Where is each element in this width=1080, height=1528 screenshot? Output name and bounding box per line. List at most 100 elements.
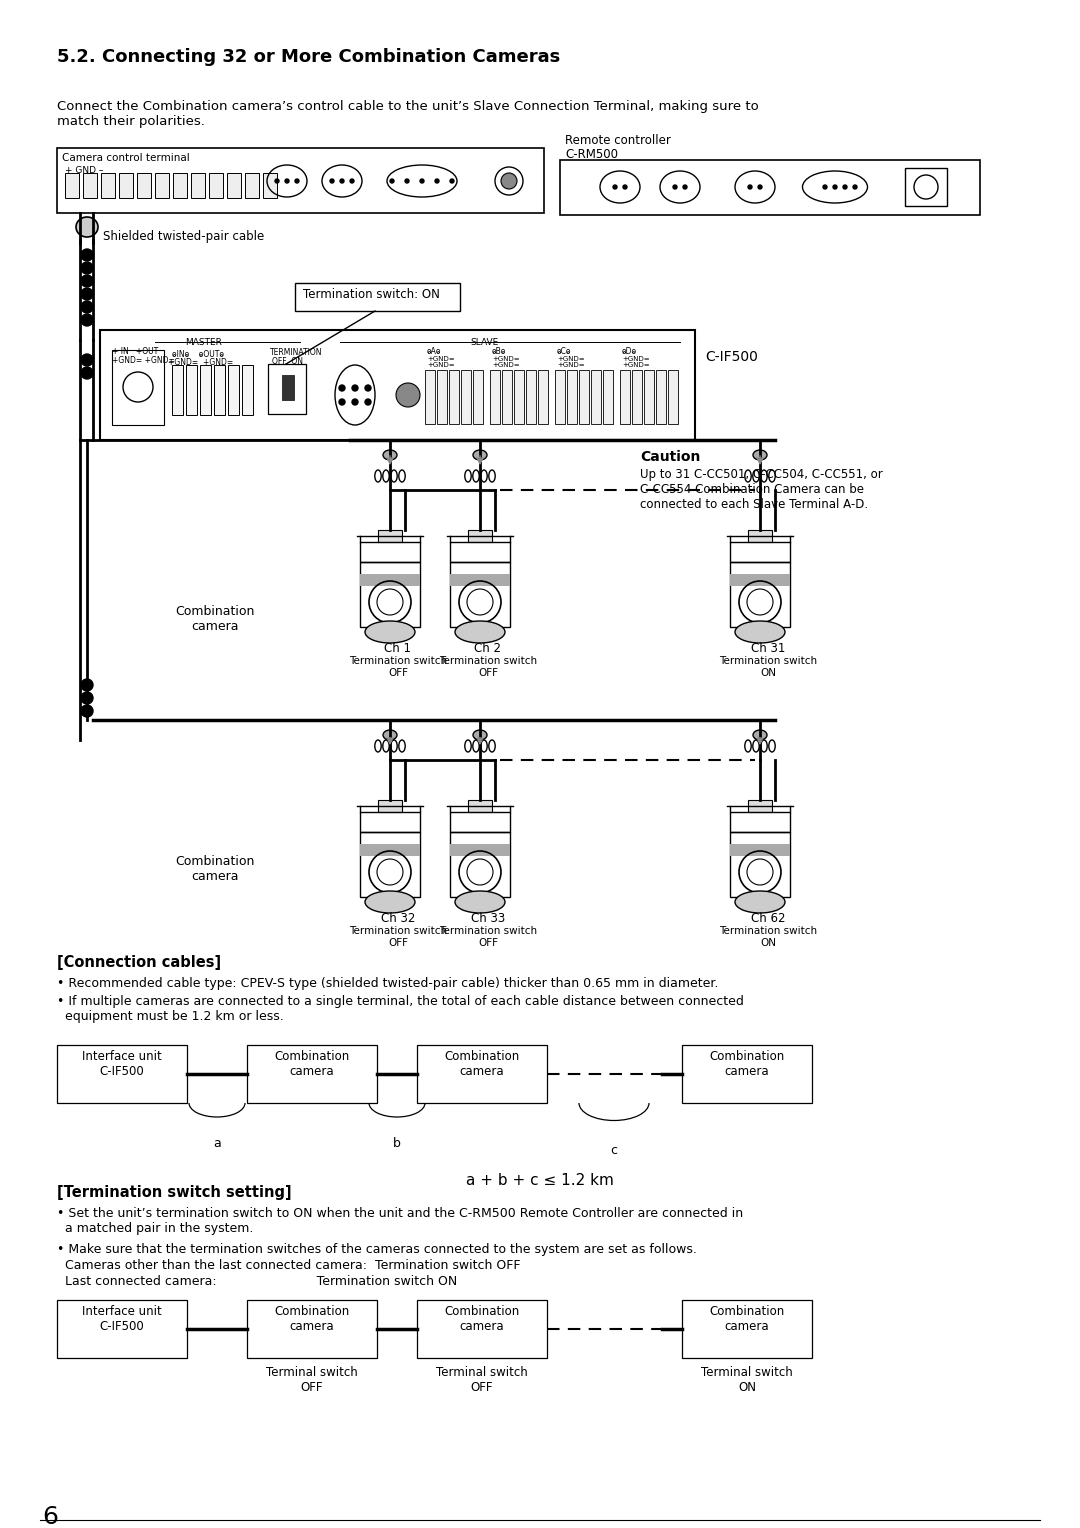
Bar xyxy=(245,173,259,199)
Bar xyxy=(378,801,402,811)
Text: ⱺCⱺ: ⱺCⱺ xyxy=(557,347,571,356)
Text: 6: 6 xyxy=(42,1505,58,1528)
Bar xyxy=(156,173,168,199)
Ellipse shape xyxy=(473,451,487,460)
Text: Terminal switch
OFF: Terminal switch OFF xyxy=(436,1366,528,1394)
Text: Termination switch: ON: Termination switch: ON xyxy=(303,287,440,301)
Circle shape xyxy=(396,384,420,406)
Bar xyxy=(437,370,447,423)
Text: [Connection cables]: [Connection cables] xyxy=(57,955,221,970)
Text: +GND=: +GND= xyxy=(557,356,584,362)
Circle shape xyxy=(275,179,279,183)
Circle shape xyxy=(330,179,334,183)
Text: a + b + c ≤ 1.2 km: a + b + c ≤ 1.2 km xyxy=(467,1174,613,1187)
Bar xyxy=(468,530,492,542)
Circle shape xyxy=(81,249,93,261)
Circle shape xyxy=(340,179,345,183)
Circle shape xyxy=(81,704,93,717)
Text: +GND=: +GND= xyxy=(622,356,650,362)
Circle shape xyxy=(295,179,299,183)
Bar xyxy=(282,374,294,400)
Circle shape xyxy=(81,692,93,704)
Text: Ch 1: Ch 1 xyxy=(384,642,411,656)
Text: Ch 62: Ch 62 xyxy=(751,912,785,924)
Text: +GND=: +GND= xyxy=(622,362,650,368)
Ellipse shape xyxy=(735,891,785,914)
Bar xyxy=(730,575,789,587)
Ellipse shape xyxy=(473,730,487,740)
Circle shape xyxy=(748,185,752,189)
Bar xyxy=(295,283,460,312)
Circle shape xyxy=(81,313,93,325)
Circle shape xyxy=(339,399,345,405)
Bar xyxy=(360,833,420,897)
Circle shape xyxy=(450,179,454,183)
Bar xyxy=(502,370,512,423)
Bar xyxy=(748,801,772,811)
Circle shape xyxy=(81,354,93,367)
Bar xyxy=(730,811,789,833)
Circle shape xyxy=(843,185,847,189)
Text: Ch 32: Ch 32 xyxy=(381,912,415,924)
Text: • If multiple cameras are connected to a single terminal, the total of each cabl: • If multiple cameras are connected to a… xyxy=(57,995,744,1024)
Bar xyxy=(57,1045,187,1103)
Bar xyxy=(490,370,500,423)
Text: C-IF500: C-IF500 xyxy=(705,350,758,364)
Text: Remote controller: Remote controller xyxy=(565,134,671,147)
Ellipse shape xyxy=(455,891,505,914)
Bar xyxy=(83,173,97,199)
Text: ⱺINⱺ    ⱺOUTⱺ: ⱺINⱺ ⱺOUTⱺ xyxy=(172,350,224,359)
Ellipse shape xyxy=(753,730,767,740)
Bar xyxy=(591,370,600,423)
Bar xyxy=(468,801,492,811)
Ellipse shape xyxy=(76,217,98,237)
Text: +GND=: +GND= xyxy=(427,362,455,368)
Text: +GND= +GND=: +GND= +GND= xyxy=(112,356,175,365)
Text: OFF  ON: OFF ON xyxy=(272,358,303,367)
Bar xyxy=(247,1045,377,1103)
Bar xyxy=(567,370,577,423)
Circle shape xyxy=(853,185,858,189)
Bar xyxy=(102,173,114,199)
Text: Ch 33: Ch 33 xyxy=(471,912,505,924)
Text: Caution: Caution xyxy=(640,451,700,465)
Text: +GND=: +GND= xyxy=(557,362,584,368)
Bar xyxy=(632,370,642,423)
Text: Termination switch
OFF: Termination switch OFF xyxy=(349,926,447,947)
Circle shape xyxy=(683,185,687,189)
Bar xyxy=(579,370,589,423)
Bar xyxy=(210,173,222,199)
Ellipse shape xyxy=(383,730,397,740)
Text: +GND=: +GND= xyxy=(492,356,519,362)
Text: Connect the Combination camera’s control cable to the unit’s Slave Connection Te: Connect the Combination camera’s control… xyxy=(57,99,759,128)
Bar xyxy=(360,843,420,856)
Bar xyxy=(526,370,536,423)
Circle shape xyxy=(285,179,289,183)
Text: ⱺAⱺ: ⱺAⱺ xyxy=(427,347,442,356)
Text: Shielded twisted-pair cable: Shielded twisted-pair cable xyxy=(103,231,265,243)
Bar xyxy=(360,562,420,626)
Bar xyxy=(730,562,789,626)
Bar xyxy=(227,173,241,199)
Text: Camera control terminal: Camera control terminal xyxy=(62,153,190,163)
Text: Combination
camera: Combination camera xyxy=(444,1050,519,1077)
Circle shape xyxy=(81,678,93,691)
Text: Up to 31 C-CC501, C-CC504, C-CC551, or
C-CC554 Combination Camera can be
connect: Up to 31 C-CC501, C-CC504, C-CC551, or C… xyxy=(640,468,882,510)
Bar xyxy=(417,1300,546,1358)
Text: Ch 31: Ch 31 xyxy=(751,642,785,656)
Bar xyxy=(538,370,548,423)
Text: Combination
camera: Combination camera xyxy=(710,1305,785,1332)
Bar xyxy=(228,365,239,416)
Text: • Make sure that the termination switches of the cameras connected to the system: • Make sure that the termination switche… xyxy=(57,1242,697,1256)
Bar xyxy=(555,370,565,423)
Text: SLAVE: SLAVE xyxy=(470,338,498,347)
Circle shape xyxy=(339,385,345,391)
Text: [Termination switch setting]: [Termination switch setting] xyxy=(57,1186,292,1199)
Bar xyxy=(360,542,420,562)
Circle shape xyxy=(833,185,837,189)
Circle shape xyxy=(823,185,827,189)
Bar xyxy=(514,370,524,423)
Text: Terminal switch
OFF: Terminal switch OFF xyxy=(266,1366,357,1394)
Text: +GND=  +GND=: +GND= +GND= xyxy=(168,358,233,367)
Text: ⱺDⱺ: ⱺDⱺ xyxy=(622,347,637,356)
